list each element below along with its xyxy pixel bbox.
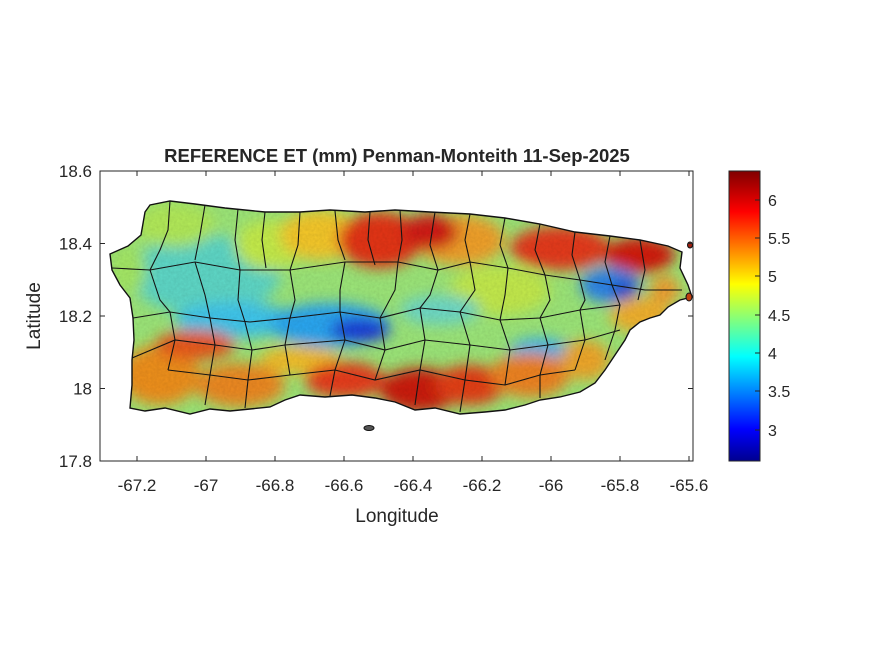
x-tick-label: -65.6 xyxy=(670,476,709,495)
x-tick-label: -65.8 xyxy=(601,476,640,495)
y-axis: 18.6 18.4 18.2 18 17.8 xyxy=(59,162,693,471)
y-axis-label: Latitude xyxy=(24,282,45,350)
y-tick-label: 17.8 xyxy=(59,452,92,471)
y-tick-label: 18.2 xyxy=(59,307,92,326)
colorbar-tick-label: 3 xyxy=(768,423,777,440)
x-tick-label: -67 xyxy=(194,476,219,495)
y-tick-label: 18.4 xyxy=(59,235,92,254)
x-axis-label: Longitude xyxy=(355,506,438,527)
y-tick-label: 18.6 xyxy=(59,162,92,181)
islet-caja-de-muertos xyxy=(363,425,375,431)
colorbar: 6 5.5 5 4.5 4 3.5 3 xyxy=(728,170,790,462)
x-tick-label: -66.8 xyxy=(256,476,295,495)
x-tick-label: -67.2 xyxy=(118,476,157,495)
x-tick-label: -66 xyxy=(539,476,564,495)
chart-title: REFERENCE ET (mm) Penman-Monteith 11-Sep… xyxy=(164,145,630,166)
et-heatmap xyxy=(110,201,692,414)
colorbar-tick-label: 5.5 xyxy=(768,231,790,248)
colorbar-tick-label: 5 xyxy=(768,269,777,286)
municipality-boundaries xyxy=(111,201,682,413)
colorbar-tick-label: 6 xyxy=(768,193,777,210)
islet-east xyxy=(685,292,693,302)
x-tick-label: -66.6 xyxy=(325,476,364,495)
x-tick-label: -66.2 xyxy=(463,476,502,495)
colorbar-gradient xyxy=(728,170,761,462)
islet-northeast xyxy=(687,241,693,249)
x-tick-label: -66.4 xyxy=(394,476,433,495)
colorbar-tick-label: 4 xyxy=(768,346,777,363)
colorbar-tick-label: 3.5 xyxy=(768,384,790,401)
x-axis: -67.2 -67 -66.8 -66.6 -66.4 -66.2 -66 -6… xyxy=(118,171,709,495)
colorbar-tick-label: 4.5 xyxy=(768,308,790,325)
y-tick-label: 18 xyxy=(73,380,92,399)
